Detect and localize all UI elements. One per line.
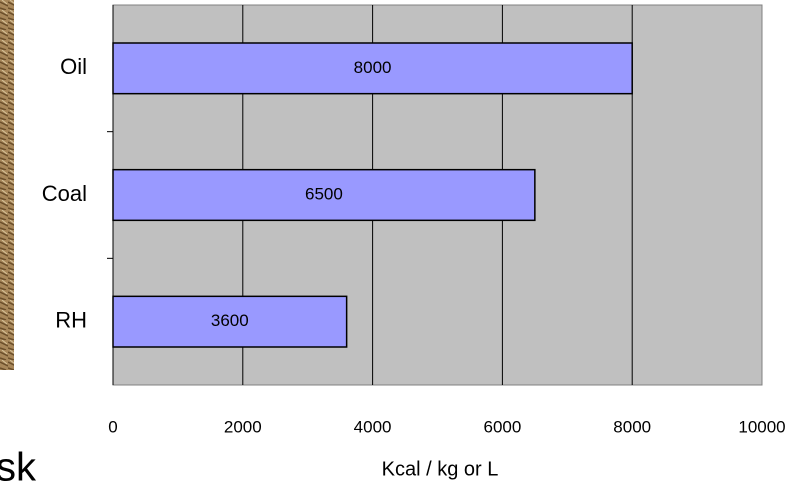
- caption: sk: [0, 446, 37, 490]
- y-tick-label: Coal: [42, 181, 87, 206]
- data-label: 3600: [211, 311, 249, 330]
- chart: Kcal / kg or L sk 0 2000 4000 6000 8000 10000…: [0, 0, 802, 491]
- x-tick-label: 2000: [224, 417, 262, 436]
- x-tick-label: 8000: [613, 417, 651, 436]
- x-tick-label: 0: [108, 417, 117, 436]
- data-label: 6500: [305, 184, 343, 203]
- x-tick-label: 4000: [354, 417, 392, 436]
- x-tick-label: 6000: [483, 417, 521, 436]
- x-axis-title: Kcal / kg or L: [382, 458, 499, 480]
- photo: [0, 0, 14, 370]
- y-tick-label: Oil: [60, 54, 87, 79]
- y-tick-label: RH: [55, 307, 87, 332]
- data-label: 8000: [354, 58, 392, 77]
- x-tick-label: 10000: [738, 417, 785, 436]
